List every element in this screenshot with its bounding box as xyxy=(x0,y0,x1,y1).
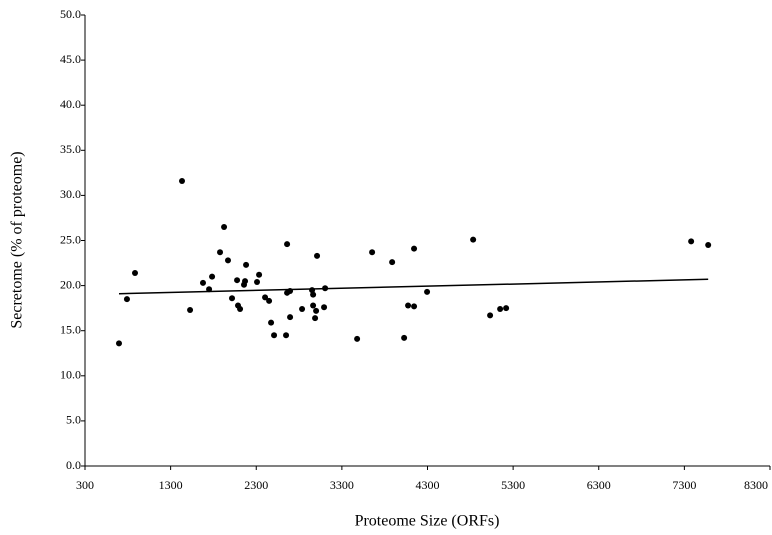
x-tick-label: 300 xyxy=(76,478,94,492)
x-tick-label: 5300 xyxy=(501,478,525,492)
point xyxy=(254,278,261,285)
point xyxy=(224,257,231,264)
point xyxy=(266,297,273,304)
point xyxy=(209,273,216,280)
point xyxy=(470,236,477,243)
point xyxy=(310,302,317,309)
y-tick-label: 15.0 xyxy=(60,322,81,336)
point xyxy=(405,302,412,309)
point xyxy=(243,261,250,268)
point xyxy=(487,312,494,319)
y-tick-label: 0.0 xyxy=(66,458,81,472)
y-tick-label: 10.0 xyxy=(60,368,81,382)
y-tick-label: 5.0 xyxy=(66,413,81,427)
point xyxy=(389,259,396,266)
point xyxy=(268,319,275,326)
point xyxy=(401,334,408,341)
point xyxy=(217,249,224,256)
y-axis-title: Secretome (% of proteome) xyxy=(9,151,26,328)
point xyxy=(313,307,320,314)
point xyxy=(284,241,291,248)
point xyxy=(187,306,194,313)
y-tick-label: 25.0 xyxy=(60,232,81,246)
point xyxy=(299,306,306,313)
y-tick-label: 50.0 xyxy=(60,7,81,21)
x-tick-label: 8300 xyxy=(744,478,768,492)
trendline xyxy=(118,278,709,295)
point xyxy=(354,335,361,342)
x-axis-title: Proteome Size (ORFs) xyxy=(355,513,500,530)
y-tick-label: 45.0 xyxy=(60,52,81,66)
point xyxy=(262,294,269,301)
x-tick-label: 1300 xyxy=(159,478,183,492)
point xyxy=(688,238,695,245)
point xyxy=(411,303,418,310)
point xyxy=(283,332,290,339)
x-tick-label: 7300 xyxy=(672,478,696,492)
point xyxy=(369,249,376,256)
y-tick-label: 35.0 xyxy=(60,142,81,156)
point xyxy=(123,296,130,303)
point xyxy=(256,271,263,278)
y-tick-label: 20.0 xyxy=(60,277,81,291)
point xyxy=(179,177,186,184)
x-tick-label: 4300 xyxy=(416,478,440,492)
y-tick-label: 30.0 xyxy=(60,187,81,201)
point xyxy=(242,278,249,285)
point xyxy=(424,288,431,295)
point xyxy=(497,306,504,313)
point xyxy=(199,279,206,286)
x-tick-label: 6300 xyxy=(587,478,611,492)
point xyxy=(312,315,319,322)
point xyxy=(287,314,294,321)
point xyxy=(411,245,418,252)
x-tick-label: 3300 xyxy=(330,478,354,492)
point xyxy=(115,340,122,347)
point xyxy=(271,332,278,339)
point xyxy=(234,277,241,284)
point xyxy=(314,252,321,259)
point xyxy=(132,269,139,276)
x-tick-label: 2300 xyxy=(244,478,268,492)
point xyxy=(705,242,712,249)
point xyxy=(321,304,328,311)
point xyxy=(221,223,228,230)
point xyxy=(310,291,317,298)
point xyxy=(206,286,213,293)
point xyxy=(229,295,236,302)
point xyxy=(237,306,244,313)
point xyxy=(503,305,510,312)
y-tick-label: 40.0 xyxy=(60,97,81,111)
